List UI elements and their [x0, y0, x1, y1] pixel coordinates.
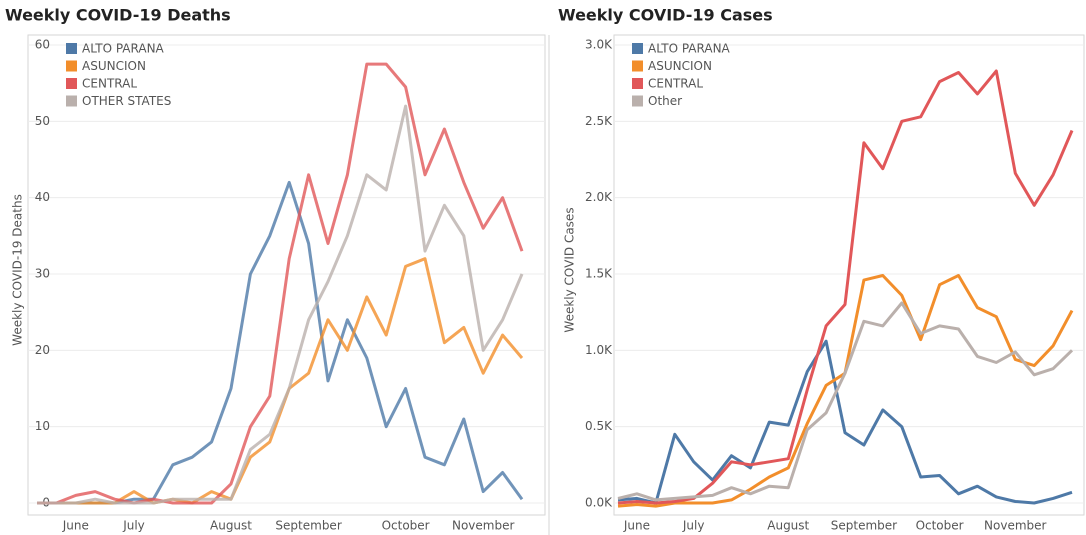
y-tick-label: 0.5K — [585, 419, 613, 433]
x-tick-label: September — [275, 519, 341, 533]
legend-label: ASUNCION — [648, 59, 712, 73]
legend-label: Other — [648, 94, 682, 108]
y-tick-label: 3.0K — [585, 38, 613, 52]
x-tick-label: November — [452, 519, 514, 533]
series-line — [37, 62, 524, 505]
y-axis-title: Weekly COVID-19 Deaths — [11, 194, 25, 346]
series-line — [617, 301, 1074, 502]
legend-label: CENTRAL — [82, 77, 137, 91]
legend-label: CENTRAL — [648, 77, 703, 91]
legend-swatch — [632, 43, 643, 54]
legend-label: ALTO PARANA — [82, 42, 165, 56]
y-tick-label: 30 — [35, 267, 50, 281]
legend-swatch — [66, 43, 77, 54]
y-tick-label: 50 — [35, 114, 50, 128]
legend-label: ASUNCION — [82, 59, 146, 73]
x-tick-label: June — [623, 519, 650, 533]
legend-swatch — [66, 95, 77, 107]
chart-title: Weekly COVID-19 Deaths — [5, 6, 231, 25]
x-tick-label: July — [682, 519, 705, 533]
series-line — [617, 69, 1074, 505]
y-tick-label: 60 — [35, 38, 50, 52]
y-tick-label: 0.0K — [585, 496, 613, 510]
legend-swatch — [66, 78, 77, 89]
plot-frame — [27, 34, 546, 516]
series-line — [617, 339, 1073, 505]
series-line — [37, 257, 524, 505]
y-tick-label: 20 — [35, 343, 50, 357]
y-tick-label: 1.5K — [585, 267, 613, 281]
chart-title: Weekly COVID-19 Cases — [558, 6, 773, 25]
x-tick-label: August — [210, 519, 252, 533]
y-tick-label: 1.0K — [585, 343, 613, 357]
series-line — [37, 104, 524, 505]
y-tick-label: 2.5K — [585, 114, 613, 128]
x-tick-label: November — [984, 519, 1046, 533]
y-axis-title: Weekly COVID Cases — [563, 207, 577, 332]
legend-swatch — [632, 78, 643, 89]
series-line — [617, 274, 1074, 508]
legend-swatch — [632, 60, 643, 72]
y-tick-label: 2.0K — [585, 190, 613, 204]
legend-swatch — [66, 60, 77, 72]
y-tick-label: 10 — [35, 419, 50, 433]
x-tick-label: September — [831, 519, 897, 533]
x-tick-label: October — [916, 519, 964, 533]
y-tick-label: 40 — [35, 190, 50, 204]
x-tick-label: October — [382, 519, 430, 533]
plot-frame — [613, 34, 1085, 516]
legend-swatch — [632, 95, 643, 107]
legend-label: ALTO PARANA — [648, 42, 731, 56]
x-tick-label: August — [767, 519, 809, 533]
x-tick-label: June — [62, 519, 89, 533]
x-tick-label: July — [122, 519, 145, 533]
series-line — [37, 180, 524, 505]
legend-label: OTHER STATES — [82, 94, 171, 108]
